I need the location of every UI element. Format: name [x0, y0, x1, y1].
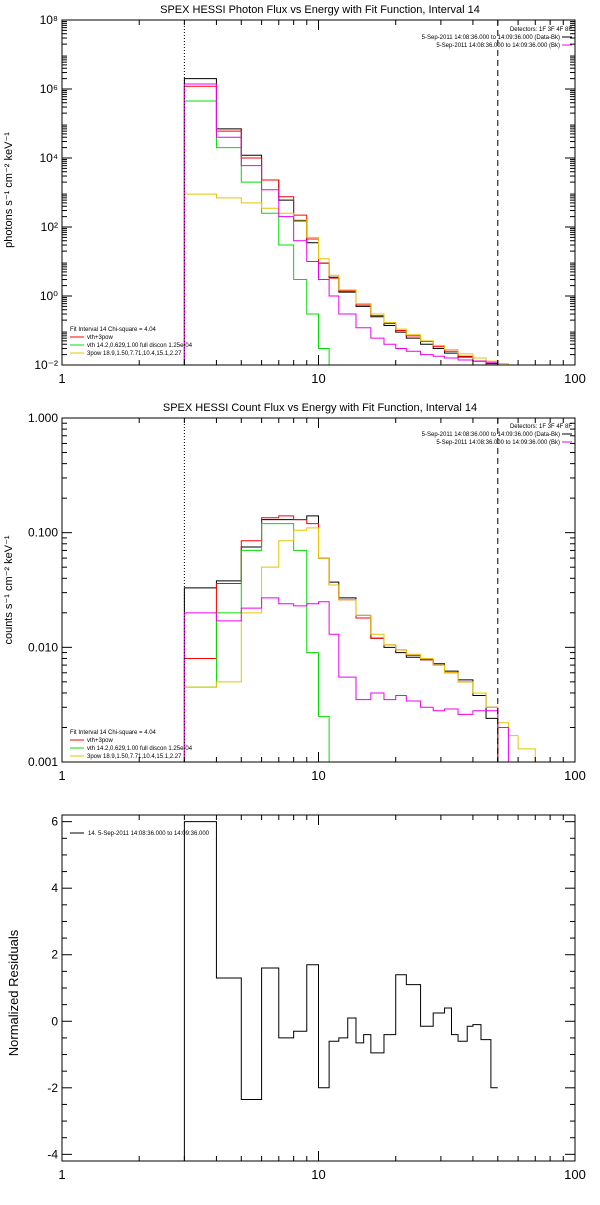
y-tick-label: 0	[51, 1014, 58, 1028]
y-tick-label: 1.000	[28, 411, 58, 425]
series-bk	[183, 597, 509, 762]
x-tick-label: 10	[311, 371, 325, 386]
x-tick-label: 1	[58, 371, 65, 386]
legend-residuals: 14. 5-Sep-2011 14:08:36.000 to 14:09:36.…	[88, 831, 210, 837]
photon-flux-ticks: 1 10 100 10⁻² 10⁰ 10² 10⁴ 10⁶ 10⁸	[34, 13, 586, 386]
residuals-legend: 14. 5-Sep-2011 14:08:36.000 to 14:09:36.…	[70, 831, 210, 837]
count-flux-fit-range	[183, 418, 499, 762]
legend-powerlaw: 3pow 18.9,1.50,7.71,10.4,15.1,2.27	[87, 754, 182, 760]
photon-flux-title: SPEX HESSI Photon Flux vs Energy with Fi…	[160, 4, 480, 16]
x-tick-label: 1	[58, 1167, 65, 1182]
legend-detectors: Detectors: 1F 3F 4F 8F	[510, 424, 572, 430]
legend-data-bk: 5-Sep-2011 14:08:36.000 to 14:09:36.000 …	[422, 432, 560, 438]
residuals-panel: Normalized Residuals 1 10 100 -4 -2 0 2 4 6 14. …	[6, 814, 586, 1182]
residuals-series	[183, 821, 498, 1161]
legend-detectors: Detectors: 1F 3F 4F 8F	[510, 27, 572, 33]
y-tick-label: 0.001	[28, 755, 58, 769]
count-flux-series	[183, 515, 551, 763]
legend-thermal: vth 14.2,0.629,1.00 full discon 1.25e-04	[87, 746, 193, 752]
series-3pow	[183, 193, 519, 366]
legend-powerlaw: 3pow 18.9,1.50,7.71,10.4,15.1,2.27	[87, 351, 182, 357]
x-tick-label: 100	[564, 371, 586, 386]
legend-fit-interval: Fit Interval 14 Chi-square = 4.04	[70, 730, 157, 736]
y-tick-label: 10⁻²	[34, 358, 58, 372]
y-tick-label: 10⁸	[40, 13, 58, 27]
series-vth	[183, 523, 330, 762]
series-data-bk	[183, 78, 499, 365]
legend-bk: 5-Sep-2011 14:08:36.000 to 14:09:36.000 …	[436, 440, 560, 446]
y-tick-label: 4	[51, 881, 58, 895]
x-tick-label: 100	[564, 768, 586, 783]
y-tick-label: 10⁶	[40, 82, 58, 96]
legend-total: vth+3pow	[87, 738, 114, 744]
y-tick-label: 2	[51, 948, 58, 962]
y-tick-label: -4	[47, 1147, 58, 1161]
count-flux-ticks: 1 10 100 0.001 0.010 0.100 1.000	[28, 411, 586, 783]
series-vth-3pow	[183, 85, 498, 366]
count-flux-title: SPEX HESSI Count Flux vs Energy with Fit…	[163, 402, 477, 414]
photon-flux-legend-bottom: Fit Interval 14 Chi-square = 4.04 vth+3p…	[70, 327, 193, 357]
legend-thermal: vth 14.2,0.629,1.00 full discon 1.25e-04	[87, 343, 193, 349]
y-tick-label: 10²	[41, 220, 58, 234]
y-tick-label: 10⁰	[40, 289, 58, 303]
x-tick-label: 100	[564, 1167, 586, 1182]
count-flux-ylabel: counts s⁻¹ cm⁻² keV⁻¹	[3, 535, 15, 644]
y-tick-label: 0.100	[28, 526, 58, 540]
photon-flux-panel: SPEX HESSI Photon Flux vs Energy with Fi…	[3, 4, 586, 386]
x-tick-label: 10	[311, 768, 325, 783]
series-bk	[183, 83, 499, 365]
legend-fit-interval: Fit Interval 14 Chi-square = 4.04	[70, 327, 157, 333]
photon-flux-ylabel: photons s⁻¹ cm⁻² keV⁻¹	[3, 132, 15, 248]
series-residuals	[183, 821, 498, 1161]
legend-data-bk: 5-Sep-2011 14:08:36.000 to 14:09:36.000 …	[422, 35, 560, 41]
x-tick-label: 1	[58, 768, 65, 783]
series-data-bk	[183, 515, 499, 762]
series-3pow	[183, 527, 551, 763]
legend-bk: 5-Sep-2011 14:08:36.000 to 14:09:36.000 …	[436, 43, 560, 49]
residuals-ticks: 1 10 100 -4 -2 0 2 4 6	[47, 815, 586, 1182]
count-flux-legend-bottom: Fit Interval 14 Chi-square = 4.04 vth+3p…	[70, 730, 193, 760]
legend-total: vth+3pow	[87, 335, 114, 341]
series-vth	[183, 100, 339, 366]
photon-flux-legend-top: Detectors: 1F 3F 4F 8F 5-Sep-2011 14:08:…	[422, 27, 573, 49]
photon-flux-fit-range	[183, 20, 499, 365]
series-vth-3pow	[183, 515, 499, 762]
count-flux-legend-top: Detectors: 1F 3F 4F 8F 5-Sep-2011 14:08:…	[422, 424, 573, 446]
y-tick-label: 0.010	[28, 640, 58, 654]
x-tick-label: 10	[311, 1167, 325, 1182]
residuals-ylabel: Normalized Residuals	[6, 929, 21, 1056]
y-tick-label: 10⁴	[39, 151, 58, 165]
photon-flux-series	[183, 78, 519, 366]
y-tick-label: -2	[47, 1081, 58, 1095]
count-flux-panel: SPEX HESSI Count Flux vs Energy with Fit…	[3, 402, 586, 783]
y-tick-label: 6	[51, 815, 58, 829]
